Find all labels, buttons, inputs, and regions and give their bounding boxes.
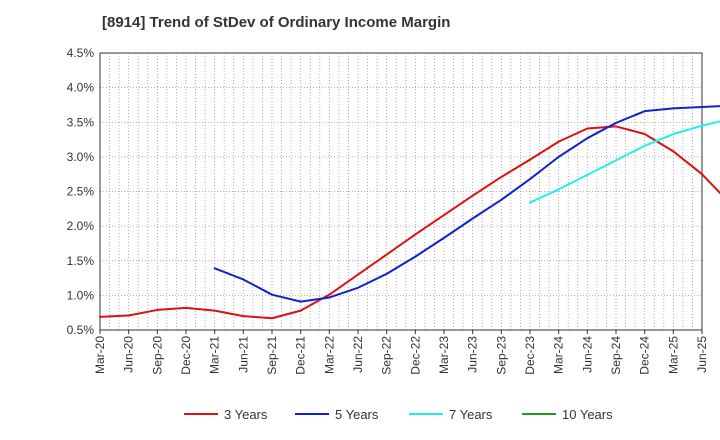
legend-label: 10 Years <box>562 407 613 422</box>
plot-frame <box>99 52 703 331</box>
x-tick-label: Mar-21 <box>208 336 222 374</box>
legend-label: 3 Years <box>224 407 268 422</box>
x-tick-label: Dec-24 <box>638 336 652 375</box>
x-tick-label: Jun-22 <box>351 336 365 373</box>
x-tick-label: Dec-22 <box>408 336 422 375</box>
x-tick-label: Mar-20 <box>93 336 107 374</box>
x-tick-label: Mar-22 <box>322 336 336 374</box>
x-tick-label: Dec-23 <box>523 336 537 375</box>
y-tick-label: 0.5% <box>67 323 95 337</box>
legend: 3 Years 5 Years 7 Years 10 Years <box>184 407 613 422</box>
x-tick-label: Dec-20 <box>179 336 193 375</box>
grid <box>100 53 702 330</box>
axis-labels: 0.5% 1.0% 1.5% 2.0% 2.5% 3.0% 3.5% 4.0% 4.5% Mar-… <box>67 46 709 375</box>
x-tick-label: Jun-21 <box>236 336 250 373</box>
y-tick-label: 3.0% <box>67 150 95 164</box>
x-tick-label: Sep-22 <box>380 336 394 375</box>
series-line-5-years <box>213 105 720 303</box>
x-tick-label: Mar-25 <box>666 336 680 374</box>
x-tick-label: Dec-21 <box>294 336 308 375</box>
series-lines <box>99 105 720 320</box>
x-tick-label: Jun-20 <box>122 336 136 373</box>
x-tick-label: Jun-25 <box>695 336 709 373</box>
x-tick-label: Mar-24 <box>552 336 566 374</box>
x-tick-label: Mar-23 <box>437 336 451 374</box>
chart-title: [8914] Trend of StDev of Ordinary Income… <box>102 14 451 31</box>
y-tick-label: 1.5% <box>67 254 95 268</box>
series-line-3-years <box>99 125 720 320</box>
legend-item: 7 Years <box>409 407 493 422</box>
x-tick-label: Sep-23 <box>494 336 508 375</box>
x-tick-label: Sep-20 <box>150 336 164 375</box>
y-tick-label: 2.0% <box>67 219 95 233</box>
legend-label: 7 Years <box>449 407 493 422</box>
y-tick-label: 3.5% <box>67 115 95 129</box>
legend-item: 10 Years <box>522 407 613 422</box>
legend-item: 5 Years <box>295 407 379 422</box>
x-tick-label: Sep-24 <box>609 336 623 375</box>
x-tick-label: Jun-23 <box>466 336 480 373</box>
y-tick-label: 4.5% <box>67 46 95 60</box>
series-line-7-years <box>529 120 720 204</box>
y-tick-label: 1.0% <box>67 288 95 302</box>
x-tick-label: Sep-21 <box>265 336 279 375</box>
legend-item: 3 Years <box>184 407 268 422</box>
y-tick-label: 2.5% <box>67 185 95 199</box>
y-tick-label: 4.0% <box>67 81 95 95</box>
legend-label: 5 Years <box>335 407 379 422</box>
x-tick-label: Jun-24 <box>580 336 594 373</box>
